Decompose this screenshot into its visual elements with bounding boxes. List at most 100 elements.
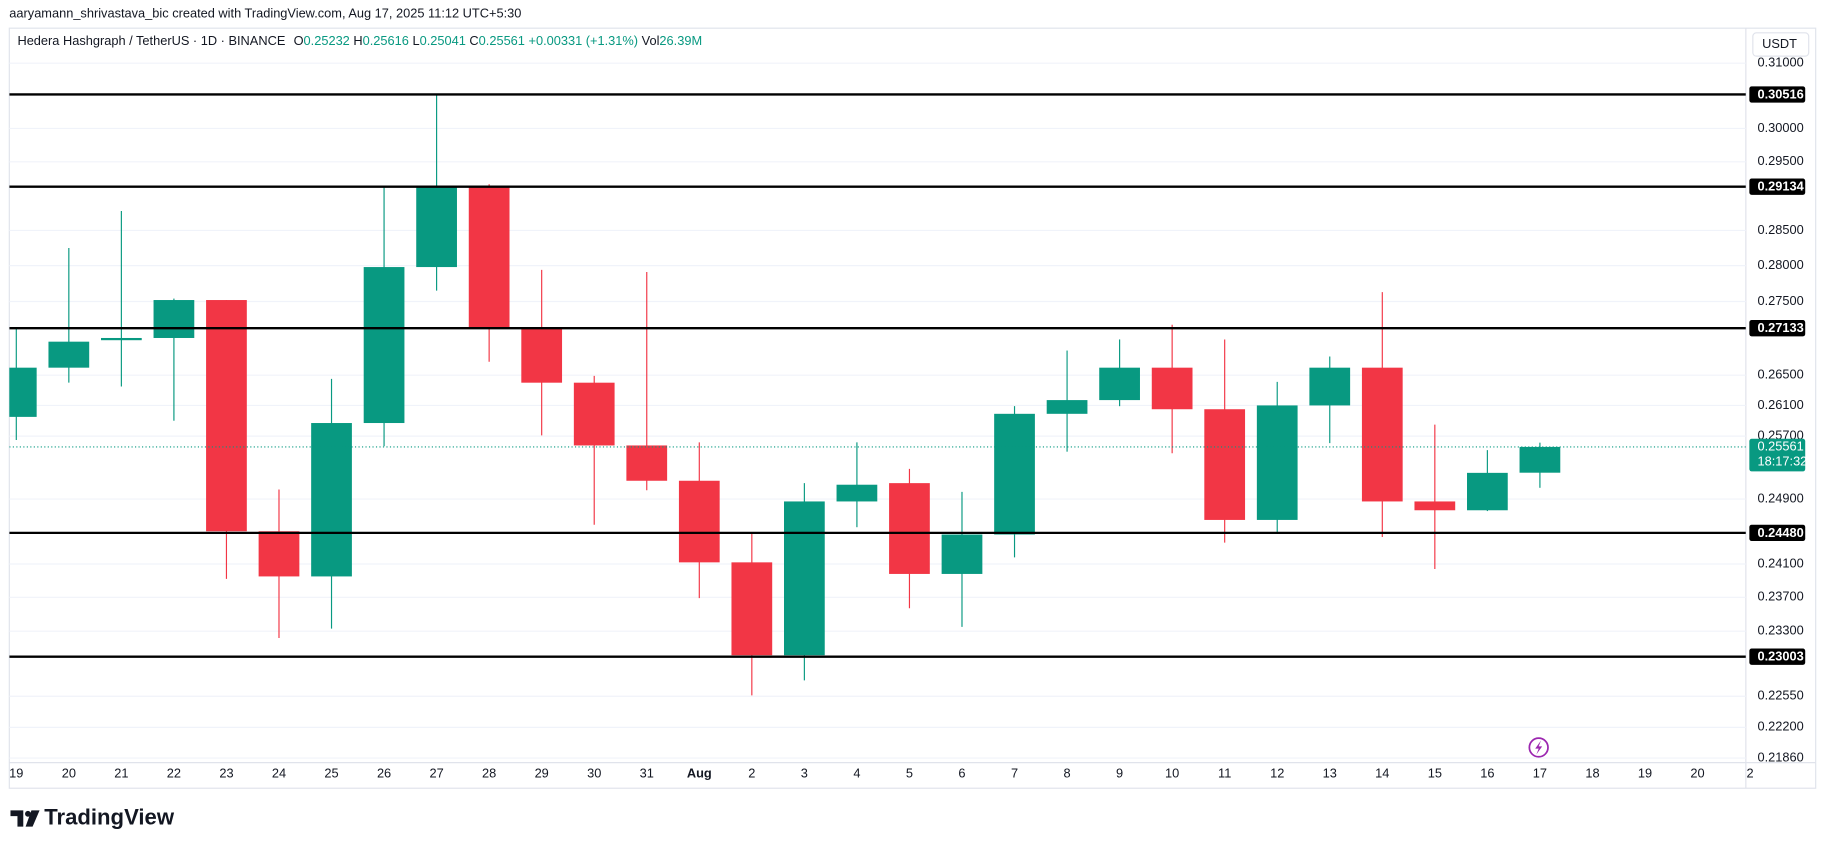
volume-label: Vol xyxy=(642,34,660,49)
currency-button[interactable] xyxy=(1752,32,1810,57)
candle-body xyxy=(48,341,90,368)
y-tick-label: 0.29500 xyxy=(1757,153,1803,168)
candle-body xyxy=(941,534,983,574)
x-tick-label: 11 xyxy=(1218,766,1231,781)
candle-body xyxy=(784,501,825,656)
candle-body xyxy=(1467,472,1508,511)
chart-frame xyxy=(8,27,1817,789)
candle-body xyxy=(1204,409,1246,520)
brand: TradingView xyxy=(44,804,175,829)
currency[interactable]: USDT xyxy=(1762,36,1797,51)
x-tick-label: 4 xyxy=(853,766,860,781)
candle-body xyxy=(889,483,930,574)
x-tick-label: 2 xyxy=(1747,766,1754,781)
x-tick-label: 20 xyxy=(62,766,76,781)
candle-body xyxy=(468,186,510,328)
change: +0.00331 (+1.31%) xyxy=(528,34,638,49)
symbol: Hedera Hashgraph / TetherUS · 1D · BINAN… xyxy=(17,34,285,49)
y-tick-label: 0.23300 xyxy=(1757,623,1803,638)
x-tick-label: 14 xyxy=(1375,766,1389,781)
countdown: 18:17:32 xyxy=(1757,453,1807,468)
y-tick-label: 0.24900 xyxy=(1757,490,1803,505)
y-tick-label: 0.24100 xyxy=(1757,555,1803,570)
candle-body xyxy=(731,562,773,656)
y-tick-label: 0.22200 xyxy=(1757,719,1803,734)
candle-body xyxy=(1309,367,1351,406)
candle-body xyxy=(1361,367,1403,502)
candle-body xyxy=(1414,501,1456,511)
low-label: L xyxy=(412,34,419,49)
level-label-box xyxy=(1749,524,1806,542)
y-tick-label: 0.28000 xyxy=(1757,257,1803,272)
x-tick-label: 3 xyxy=(801,766,808,781)
high-value: 0.25616 xyxy=(363,34,409,49)
brand-logo xyxy=(10,810,40,827)
y-tick-label: 0.27500 xyxy=(1757,293,1803,308)
open-value: 0.25232 xyxy=(304,34,350,49)
legend-header: Hedera Hashgraph / TetherUS · 1D · BINAN… xyxy=(17,34,702,49)
candle-body xyxy=(258,531,300,577)
last-price-label: 0.25561 xyxy=(1757,438,1803,453)
y-tick-label: 0.28500 xyxy=(1757,222,1803,237)
level-label-box xyxy=(1749,648,1806,665)
x-tick-label: 19 xyxy=(9,766,23,781)
x-tick-label: 5 xyxy=(906,766,913,781)
level-label: 0.23003 xyxy=(1757,649,1803,664)
y-tick-label: 0.22550 xyxy=(1757,688,1803,703)
candle-body xyxy=(311,423,352,577)
caption: aaryamann_shrivastava_bic created with T… xyxy=(9,6,521,21)
x-tick-label: 6 xyxy=(958,766,965,781)
x-tick-label: 26 xyxy=(377,766,391,781)
x-tick-label: 12 xyxy=(1270,766,1284,781)
x-tick-label: Aug xyxy=(687,766,712,781)
x-tick-label: 20 xyxy=(1690,766,1704,781)
x-tick-label: 2 xyxy=(748,766,755,781)
candle-body xyxy=(1099,367,1140,401)
candle-body xyxy=(1256,405,1298,520)
level-label-box xyxy=(1749,86,1806,103)
open-label: O xyxy=(294,34,304,49)
x-tick-label: 25 xyxy=(324,766,338,781)
x-tick-label: 15 xyxy=(1428,766,1442,781)
x-tick-label: 30 xyxy=(587,766,601,781)
x-tick-label: 31 xyxy=(640,766,654,781)
grid xyxy=(9,62,1746,759)
x-tick-label: 22 xyxy=(167,766,181,781)
level-label-box xyxy=(1749,320,1806,337)
close-value: 0.25561 xyxy=(479,34,525,49)
y-tick-label: 0.23700 xyxy=(1757,589,1803,604)
x-tick-label: 17 xyxy=(1533,766,1547,781)
candle-body xyxy=(363,267,405,424)
candle-body xyxy=(678,480,720,563)
x-tick-label: 28 xyxy=(482,766,496,781)
x-tick-label: 9 xyxy=(1116,766,1123,781)
axis: 0.31000 0.30000 0.29500 0.28500 0.28000 0.275… xyxy=(9,55,1807,781)
candle-body xyxy=(521,328,563,383)
level-label: 0.30516 xyxy=(1757,86,1803,101)
x-tick-label: 7 xyxy=(1011,766,1018,781)
y-tick-label: 0.26500 xyxy=(1757,367,1803,382)
level-label: 0.29134 xyxy=(1757,179,1804,194)
candle-body xyxy=(994,413,1035,535)
candle-body xyxy=(101,337,142,341)
level-label-box xyxy=(1749,178,1806,195)
candle-body xyxy=(1046,400,1088,414)
x-tick-label: 8 xyxy=(1064,766,1071,781)
candle-body xyxy=(153,300,195,338)
level-label: 0.27133 xyxy=(1757,320,1803,335)
last-price-box xyxy=(1749,438,1806,472)
x-tick-label: 24 xyxy=(272,766,286,781)
x-tick-label: 29 xyxy=(535,766,549,781)
level-label: 0.24480 xyxy=(1757,525,1803,540)
y-tick-label: 0.25700 xyxy=(1757,428,1803,443)
x-tick-label: 19 xyxy=(1638,766,1652,781)
y-tick-label: 0.30000 xyxy=(1757,120,1803,135)
candle-body xyxy=(1519,446,1561,473)
volume-value: 26.39M xyxy=(659,34,702,49)
alert-icon[interactable] xyxy=(1528,737,1549,758)
y-tick-label: 0.31000 xyxy=(1757,55,1803,70)
x-tick-label: 27 xyxy=(429,766,443,781)
candle-body xyxy=(416,186,457,268)
